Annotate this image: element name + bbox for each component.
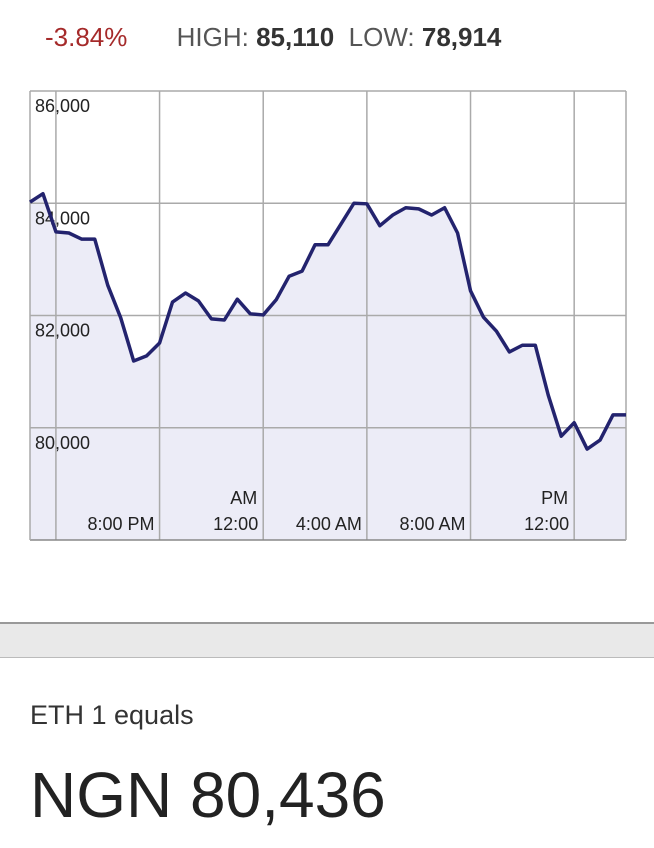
period-label: PM bbox=[541, 488, 568, 508]
area bbox=[30, 193, 626, 541]
low: 78,914 bbox=[421, 22, 502, 52]
caption: ETH 1 equals bbox=[30, 700, 194, 730]
line bbox=[29, 191, 626, 451]
header: -3.84% HIGH: 85,110 LOW: 78,914 bbox=[45, 22, 501, 53]
x-tick-label: 12:00 bbox=[524, 514, 569, 534]
y-tick-label: 80,000 bbox=[35, 433, 90, 453]
amount: NGN 80,436 bbox=[30, 759, 386, 831]
x-tick-label: 4:00 AM bbox=[296, 514, 362, 534]
high-label: HIGH: bbox=[176, 22, 249, 52]
y-tick-label: 86,000 bbox=[35, 96, 90, 116]
divider bbox=[0, 622, 654, 658]
high: 85,110 bbox=[256, 22, 335, 52]
chart: 80,000 82,000 84,000 86,000 8:00 PM 12:00 4:00… bbox=[29, 90, 627, 541]
low-label: LOW: bbox=[348, 22, 415, 52]
y-tick-label: 84,000 bbox=[35, 208, 90, 228]
x-tick-label: 8:00 PM bbox=[88, 514, 155, 534]
y-tick-label: 82,000 bbox=[35, 321, 90, 341]
change: -3.84% bbox=[45, 22, 128, 52]
x-tick-label: 12:00 bbox=[213, 514, 258, 534]
period-label: AM bbox=[230, 488, 257, 508]
x-tick-label: 8:00 AM bbox=[399, 514, 465, 534]
